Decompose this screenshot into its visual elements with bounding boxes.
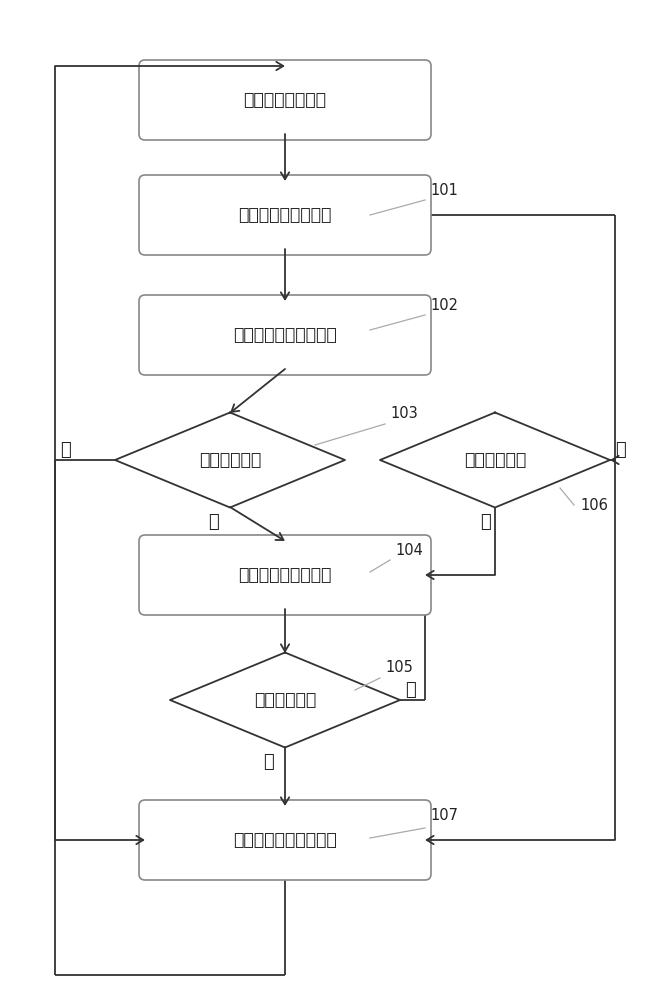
Text: 是: 是 bbox=[263, 753, 274, 771]
Text: 电池管理系统重新休眠: 电池管理系统重新休眠 bbox=[233, 831, 337, 849]
Text: 107: 107 bbox=[430, 808, 458, 823]
Text: 是: 是 bbox=[480, 513, 490, 531]
Text: 充电停止判断: 充电停止判断 bbox=[254, 691, 316, 709]
Text: 电池管理系统自唤醒: 电池管理系统自唤醒 bbox=[239, 206, 332, 224]
Polygon shape bbox=[170, 652, 400, 748]
FancyBboxPatch shape bbox=[139, 800, 431, 880]
Text: 否: 否 bbox=[60, 441, 71, 459]
Text: 否: 否 bbox=[615, 441, 626, 459]
Text: 102: 102 bbox=[430, 298, 458, 313]
Text: 106: 106 bbox=[580, 498, 608, 513]
Text: 103: 103 bbox=[390, 406, 418, 421]
FancyBboxPatch shape bbox=[139, 295, 431, 375]
Text: 101: 101 bbox=[430, 183, 458, 198]
Text: 104: 104 bbox=[395, 543, 423, 558]
Text: 执行低压蓄电池充电: 执行低压蓄电池充电 bbox=[239, 566, 332, 584]
Polygon shape bbox=[115, 412, 345, 508]
Text: 是: 是 bbox=[208, 513, 219, 531]
Text: 充电满足判断: 充电满足判断 bbox=[199, 451, 261, 469]
Text: 否: 否 bbox=[405, 681, 416, 699]
Text: 105: 105 bbox=[385, 660, 413, 675]
Text: 低压蓄电池荷电量计算: 低压蓄电池荷电量计算 bbox=[233, 326, 337, 344]
FancyBboxPatch shape bbox=[139, 175, 431, 255]
Text: 电池管理系统休眠: 电池管理系统休眠 bbox=[243, 91, 327, 109]
FancyBboxPatch shape bbox=[139, 60, 431, 140]
Text: 异常终止判断: 异常终止判断 bbox=[464, 451, 526, 469]
Polygon shape bbox=[380, 412, 610, 508]
FancyBboxPatch shape bbox=[139, 535, 431, 615]
